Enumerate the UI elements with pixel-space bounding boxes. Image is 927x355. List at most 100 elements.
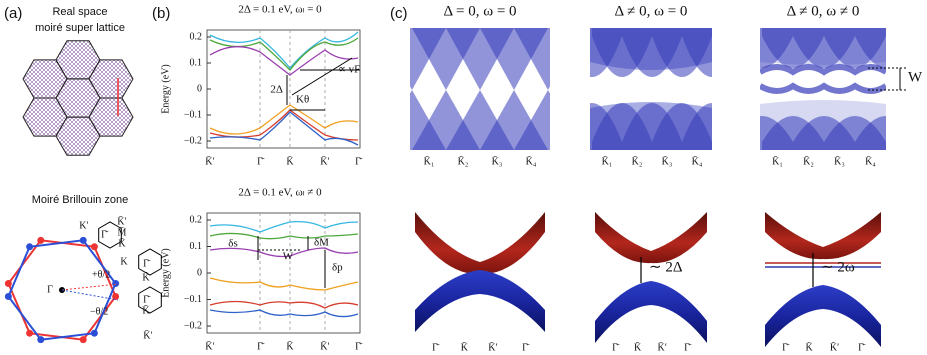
band (209, 277, 359, 291)
conduction-surface (765, 212, 881, 260)
dome (855, 116, 886, 150)
path-label: Γ̄ (782, 342, 790, 353)
x-tick-label: Γ̄ (355, 341, 363, 352)
point-label: K̄ (118, 237, 126, 249)
k-point (79, 236, 87, 244)
band-plot: 2Δ = 0.1 eV, ωₗ ≠ 0 Energy (eV) 0.2 0.1 0 −0.… (160, 187, 363, 353)
band (209, 247, 359, 258)
k-point (90, 243, 98, 251)
x-tick-label: K̄′ (205, 155, 214, 167)
plot-title: 2Δ = 0.1 eV, ωₗ ≠ 0 (238, 187, 322, 199)
panel-label: (c) (390, 5, 408, 22)
annotation: ∼ 2ω (821, 259, 855, 275)
path-label: Γ̄ (432, 342, 440, 353)
valence-surface (765, 285, 881, 347)
k-label: K̄₁ (602, 155, 613, 167)
point-label: K (120, 256, 128, 267)
k-label: K̄₃ (492, 155, 503, 167)
y-tick-label: 0 (197, 267, 202, 278)
x-tick-label: K̄′ (205, 340, 214, 352)
k-point (26, 243, 34, 251)
point-label: M̄ (118, 226, 127, 238)
band (209, 46, 359, 76)
panel-title: Δ = 0, ω = 0 (443, 3, 516, 19)
x-tick-label: Γ̄ (257, 156, 265, 167)
angle-label: −θ/2 (90, 306, 108, 317)
k-point (37, 236, 45, 244)
k-label: K̄₄ (692, 155, 703, 167)
panel-title: Δ ≠ 0, ω = 0 (615, 3, 688, 19)
plot-title: 2Δ = 0.1 eV, ωₗ = 0 (238, 4, 322, 16)
k-label: K̄₃ (662, 155, 673, 167)
annotation: δs (228, 238, 237, 250)
path-label: Γ̄ (858, 342, 866, 353)
band-plot: 2Δ = 0.1 eV, ωₗ = 0 Energy (eV) 0.2 0.1 0 −0.… (160, 4, 363, 168)
y-tick-label: 0.1 (190, 241, 203, 252)
conduction-surface (415, 212, 545, 275)
path-label: Γ̄ (684, 342, 692, 353)
band-diagram (410, 28, 550, 150)
k-label: K̄₂ (458, 155, 469, 167)
point-label: K̄ (142, 304, 150, 316)
k-point (37, 336, 45, 344)
k-label: K̄₄ (865, 155, 876, 167)
valence-surface (415, 270, 545, 332)
k-label: K̄₂ (632, 155, 643, 167)
band (209, 232, 359, 240)
dome (855, 28, 886, 68)
k-point (4, 292, 12, 300)
y-tick-label: 0.2 (190, 31, 203, 42)
y-tick-label: 0 (197, 83, 202, 94)
y-tick-label: −0.2 (184, 320, 202, 331)
title: Real space (52, 6, 107, 18)
mini-zone (98, 221, 122, 249)
path-label: K̄ (805, 341, 813, 353)
annotation: δM (314, 237, 329, 249)
cone (514, 90, 550, 150)
x-tick-label: Γ̄ (355, 156, 363, 167)
band-diagrams: Δ = 0, ω = 0 K̄₁ K̄₂ K̄₃ K̄₄ Γ̄ K̄ K̄′ Γ̄ Δ ≠ 0, … (410, 3, 923, 353)
path-label: K̄ (461, 341, 469, 353)
point-label: K′ (79, 220, 88, 231)
y-tick-label: 0.1 (190, 57, 203, 68)
band (209, 37, 359, 71)
path-label: Γ̄ (612, 342, 620, 353)
band (209, 109, 359, 141)
y-axis-label: Energy (eV) (160, 64, 171, 114)
point-label: K̄′ (143, 329, 152, 341)
annotation: W (283, 251, 294, 263)
x-tick-label: K̄ (286, 340, 294, 352)
point-label: K̄′ (117, 215, 126, 227)
y-tick-label: −0.1 (184, 294, 202, 305)
panel-label: (b) (152, 5, 170, 22)
band (209, 31, 359, 70)
brillouin-zone: K′ K̄′M̄K̄KΓ̄Γ̄K̄Γ̄K̄K̄′Γ+θ/2−θ/2 (4, 215, 162, 344)
lattice (22, 40, 134, 156)
mini-zone (138, 248, 162, 276)
band (209, 220, 359, 233)
lattice-cell (88, 59, 134, 99)
valence-surface (595, 281, 707, 343)
path-label: K̄ (634, 341, 642, 353)
flat-band (760, 64, 886, 76)
angle-label: +θ/2 (92, 269, 110, 280)
k-label: K̄₁ (772, 155, 783, 167)
y-axis-label: Energy (eV) (160, 248, 171, 298)
band (209, 309, 359, 318)
x-tick-label: K̄′ (320, 155, 329, 167)
band-diagram (760, 28, 886, 150)
angle-line (61, 283, 119, 291)
panel-title: Δ ≠ 0, ω ≠ 0 (787, 3, 860, 19)
annotation: δp (332, 262, 343, 274)
y-tick-label: −0.1 (184, 109, 202, 120)
marker (291, 57, 353, 96)
k-label: K̄₄ (526, 155, 537, 167)
point-label: Γ̄ (143, 294, 151, 305)
point-label: Γ̄ (143, 258, 151, 269)
title: Moiré Brillouin zone (32, 194, 129, 206)
y-tick-label: −0.2 (184, 135, 202, 146)
cone (514, 28, 550, 90)
flat-band (760, 82, 886, 94)
